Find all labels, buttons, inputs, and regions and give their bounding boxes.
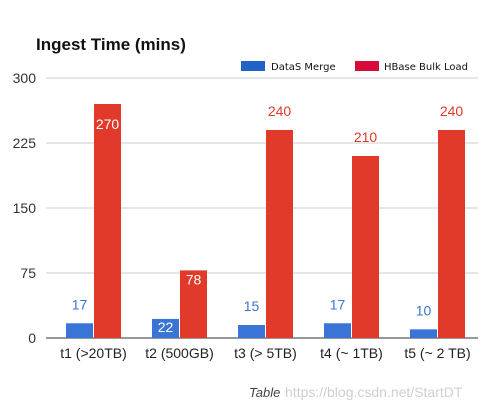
bar-hbase-bulk-load-1 [94, 104, 121, 338]
data-label-datas-merge-2: 22 [158, 319, 174, 335]
bar-datas-merge-4 [324, 323, 351, 338]
data-label-hbase-bulk-load-3: 240 [268, 103, 292, 119]
bar-datas-merge-5 [410, 329, 437, 338]
x-category-label: t4 (~ 1TB) [320, 345, 383, 361]
x-category-label: t5 (~ 2 TB) [404, 345, 470, 361]
bar-datas-merge-1 [66, 323, 93, 338]
legend-swatch-hbase-bulk-load [355, 61, 379, 71]
legend: DataS Merge HBase Bulk Load [241, 61, 468, 73]
data-label-datas-merge-3: 15 [244, 298, 260, 314]
data-label-datas-merge-1: 17 [72, 296, 88, 312]
data-label-hbase-bulk-load-2: 78 [186, 271, 202, 287]
bar-hbase-bulk-load-5 [438, 130, 465, 338]
bars [66, 104, 465, 338]
y-tick-label: 300 [13, 70, 37, 86]
data-label-datas-merge-4: 17 [330, 296, 346, 312]
data-labels: 17 270 22 78 15 240 17 210 10 240 [72, 103, 464, 335]
chart-title: Ingest Time (mins) [36, 35, 186, 54]
bar-datas-merge-3 [238, 325, 265, 338]
x-category-label: t3 (> 5TB) [234, 345, 297, 361]
data-label-hbase-bulk-load-5: 240 [440, 103, 464, 119]
data-label-hbase-bulk-load-4: 210 [354, 129, 378, 145]
legend-label-hbase-bulk-load: HBase Bulk Load [384, 62, 468, 73]
table-caption: Table [249, 385, 280, 400]
x-category-label: t2 (500GB) [145, 345, 213, 361]
legend-label-datas-merge: DataS Merge [271, 62, 336, 73]
bar-hbase-bulk-load-4 [352, 156, 379, 338]
data-label-datas-merge-5: 10 [416, 302, 432, 318]
y-axis-ticks: 0 75 150 225 300 [13, 70, 37, 346]
data-label-hbase-bulk-load-1: 270 [96, 116, 120, 132]
y-tick-label: 150 [13, 200, 37, 216]
bar-hbase-bulk-load-2 [180, 270, 207, 338]
y-tick-label: 75 [20, 265, 36, 281]
legend-swatch-datas-merge [241, 61, 265, 71]
y-tick-label: 225 [13, 135, 37, 151]
watermark: https://blog.csdn.net/StartDT [285, 384, 463, 400]
y-tick-label: 0 [28, 330, 36, 346]
bar-hbase-bulk-load-3 [266, 130, 293, 338]
x-category-label: t1 (>20TB) [60, 345, 127, 361]
x-axis-categories: t1 (>20TB) t2 (500GB) t3 (> 5TB) t4 (~ 1TB)… [60, 345, 470, 361]
bar-datas-merge-2 [152, 318, 179, 338]
